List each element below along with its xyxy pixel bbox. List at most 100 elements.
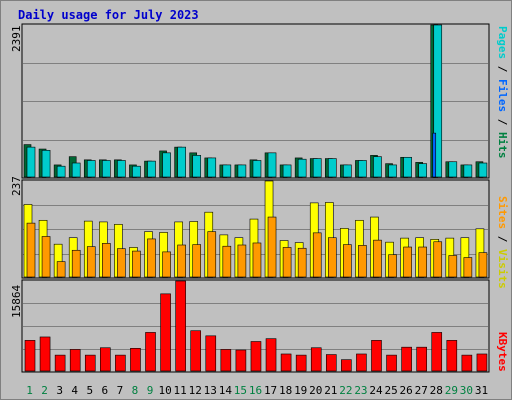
- pages-bar: [432, 132, 437, 178]
- sites-bar: [433, 241, 443, 278]
- sites-bar: [56, 261, 66, 278]
- files-bar: [162, 152, 171, 178]
- sites-bar: [237, 244, 247, 278]
- kbytes-bar: [461, 354, 473, 372]
- files-bar: [102, 160, 111, 178]
- sites-bar: [282, 247, 292, 278]
- x-tick-label: 30: [460, 384, 473, 397]
- files-bar: [26, 146, 36, 178]
- files-bar: [132, 165, 141, 178]
- sites-bar: [403, 246, 412, 278]
- files-bar: [177, 146, 186, 178]
- files-bar: [403, 156, 412, 178]
- x-tick-label: 31: [475, 384, 488, 397]
- kbytes-bar: [250, 341, 262, 372]
- sites-bar: [448, 255, 458, 278]
- sites-bar: [177, 244, 186, 278]
- kbytes-bar: [386, 354, 397, 372]
- sites-bar: [26, 222, 36, 278]
- sites-bar: [327, 237, 337, 278]
- files-bar: [41, 149, 51, 178]
- sites-bar: [86, 246, 96, 278]
- chart-title: Daily usage for July 2023: [18, 8, 199, 22]
- x-tick-label: 15: [234, 384, 247, 397]
- sites-bar: [71, 249, 81, 278]
- kbytes-bar: [130, 348, 141, 372]
- files-bar: [252, 160, 262, 178]
- sites-bar: [41, 236, 51, 278]
- sites-bar: [117, 248, 126, 278]
- sites-bar: [132, 250, 141, 278]
- kbytes-bar: [235, 349, 247, 372]
- sites-bar: [358, 245, 367, 278]
- x-tick-label: 2: [41, 384, 48, 397]
- sites-bar: [418, 246, 427, 278]
- files-bar: [343, 164, 352, 178]
- x-tick-label: 21: [324, 384, 337, 397]
- x-tick-label: 3: [56, 384, 63, 397]
- x-tick-label: 5: [86, 384, 93, 397]
- sites-bar: [162, 251, 171, 278]
- kbytes-bar: [476, 353, 488, 372]
- files-bar: [147, 160, 156, 178]
- x-tick-label: 14: [219, 384, 233, 397]
- files-bar: [478, 162, 488, 178]
- x-tick-label: 6: [102, 384, 109, 397]
- sites-bar: [222, 245, 232, 278]
- files-bar: [418, 163, 427, 178]
- x-tick-label: 24: [369, 384, 383, 397]
- sites-bar: [343, 244, 352, 278]
- files-bar: [297, 158, 307, 178]
- sites-bar: [373, 239, 382, 278]
- sites-bar: [297, 247, 307, 278]
- x-tick-label: 1: [26, 384, 33, 397]
- kbytes-bar: [446, 340, 458, 372]
- kbytes-bar: [371, 340, 382, 372]
- x-tick-label: 26: [400, 384, 413, 397]
- files-bar: [463, 164, 473, 178]
- kbytes-bar: [145, 332, 156, 372]
- sites-bar: [388, 254, 397, 278]
- files-bar: [358, 160, 367, 178]
- kbytes-bar: [356, 353, 367, 372]
- sites-bar: [102, 243, 111, 278]
- files-bar: [282, 164, 292, 178]
- x-tick-label: 11: [174, 384, 187, 397]
- files-bar: [327, 158, 337, 178]
- x-tick-label: 12: [189, 384, 202, 397]
- kbytes-bar: [54, 354, 66, 372]
- x-tick-label: 23: [354, 384, 367, 397]
- sites-bar: [207, 231, 217, 278]
- files-bar: [237, 164, 247, 178]
- sites-bar: [267, 216, 277, 278]
- kbytes-bar: [401, 346, 412, 372]
- x-tick-label: 4: [71, 384, 78, 397]
- x-tick-label: 8: [132, 384, 139, 397]
- kbytes-bar: [115, 354, 126, 372]
- kbytes-bar: [24, 340, 36, 372]
- kbytes-bar: [69, 349, 81, 372]
- x-tick-label: 10: [158, 384, 171, 397]
- kbytes-bar: [190, 330, 202, 372]
- x-tick-label: 22: [339, 384, 352, 397]
- sites-bar: [192, 244, 202, 278]
- kbytes-bar: [100, 347, 111, 372]
- x-tick-label: 16: [249, 384, 262, 397]
- kbytes-bar: [325, 354, 337, 372]
- kbytes-bar: [84, 354, 96, 372]
- kbytes-bar: [310, 347, 322, 372]
- kbytes-bar: [431, 332, 443, 372]
- files-bar: [222, 164, 232, 178]
- files-bar: [56, 165, 66, 178]
- files-bar: [207, 157, 217, 178]
- sites-bar: [478, 252, 488, 278]
- files-bar: [433, 24, 443, 178]
- kbytes-bar: [220, 349, 232, 372]
- kbytes-bar: [341, 359, 352, 372]
- sites-bar: [312, 232, 322, 278]
- files-bar: [192, 155, 202, 178]
- kbytes-bar: [205, 335, 217, 372]
- kbytes-bar: [416, 346, 427, 372]
- kbytes-bar: [280, 353, 292, 372]
- files-bar: [71, 162, 81, 178]
